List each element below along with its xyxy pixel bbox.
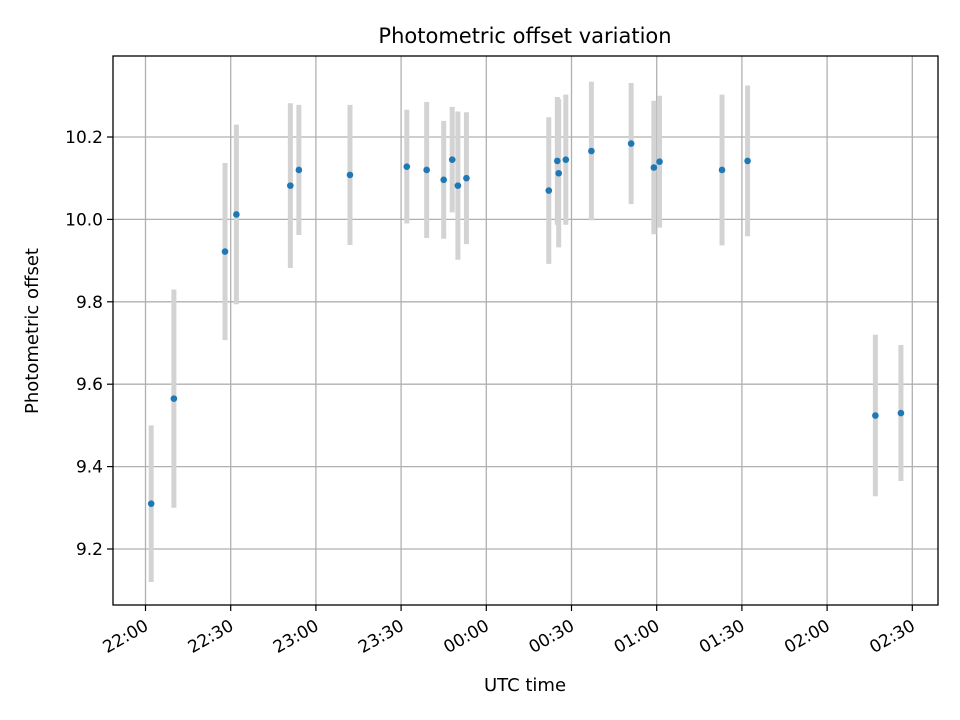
x-tick-label: 02:30 xyxy=(866,616,918,658)
x-tick-label: 22:30 xyxy=(185,616,237,658)
data-point xyxy=(588,147,595,155)
x-axis-label: UTC time xyxy=(484,675,566,696)
data-point xyxy=(170,395,178,402)
data-points xyxy=(147,140,905,507)
data-point xyxy=(440,176,448,184)
data-point xyxy=(562,156,570,163)
x-tick-label: 00:00 xyxy=(440,616,492,658)
error-bars xyxy=(148,81,904,582)
data-point xyxy=(448,156,456,163)
data-point xyxy=(147,500,155,507)
y-tick-label: 9.2 xyxy=(76,540,103,560)
data-point xyxy=(897,409,905,417)
data-point xyxy=(454,182,462,189)
data-point xyxy=(627,140,635,147)
chart-title: Photometric offset variation xyxy=(378,24,671,48)
y-tick-label: 10.0 xyxy=(65,210,103,230)
data-point xyxy=(346,171,354,179)
data-point xyxy=(554,157,561,165)
plot-frame xyxy=(112,55,939,606)
x-tick-label: 00:30 xyxy=(526,616,578,658)
data-point xyxy=(221,248,229,255)
data-point xyxy=(718,166,726,174)
y-tick-label: 10.2 xyxy=(65,128,103,148)
x-tick-label: 23:00 xyxy=(270,616,322,658)
grid xyxy=(113,56,938,605)
data-point xyxy=(872,412,879,419)
data-point xyxy=(295,166,303,174)
data-point xyxy=(656,158,663,166)
data-point xyxy=(463,174,470,182)
data-point xyxy=(650,164,658,171)
data-point xyxy=(287,182,294,189)
data-point xyxy=(423,166,430,174)
data-point xyxy=(403,163,411,170)
x-tick-label: 22:00 xyxy=(100,616,152,658)
y-tick-label: 9.6 xyxy=(76,375,103,395)
axis-ticks: 22:00 22:30 23:00 23:30 00:00 00:30 01:00 01:30… xyxy=(65,128,919,658)
y-tick-label: 9.4 xyxy=(76,458,103,478)
data-point xyxy=(744,157,751,165)
x-tick-label: 01:00 xyxy=(611,616,663,658)
y-tick-label: 9.8 xyxy=(76,293,103,313)
y-axis-label: Photometric offset xyxy=(22,248,43,414)
x-tick-label: 23:30 xyxy=(355,616,407,658)
data-point xyxy=(233,211,240,218)
x-tick-label: 01:30 xyxy=(696,616,748,658)
data-point xyxy=(545,187,553,194)
x-tick-label: 02:00 xyxy=(781,616,833,658)
data-point xyxy=(555,169,563,177)
